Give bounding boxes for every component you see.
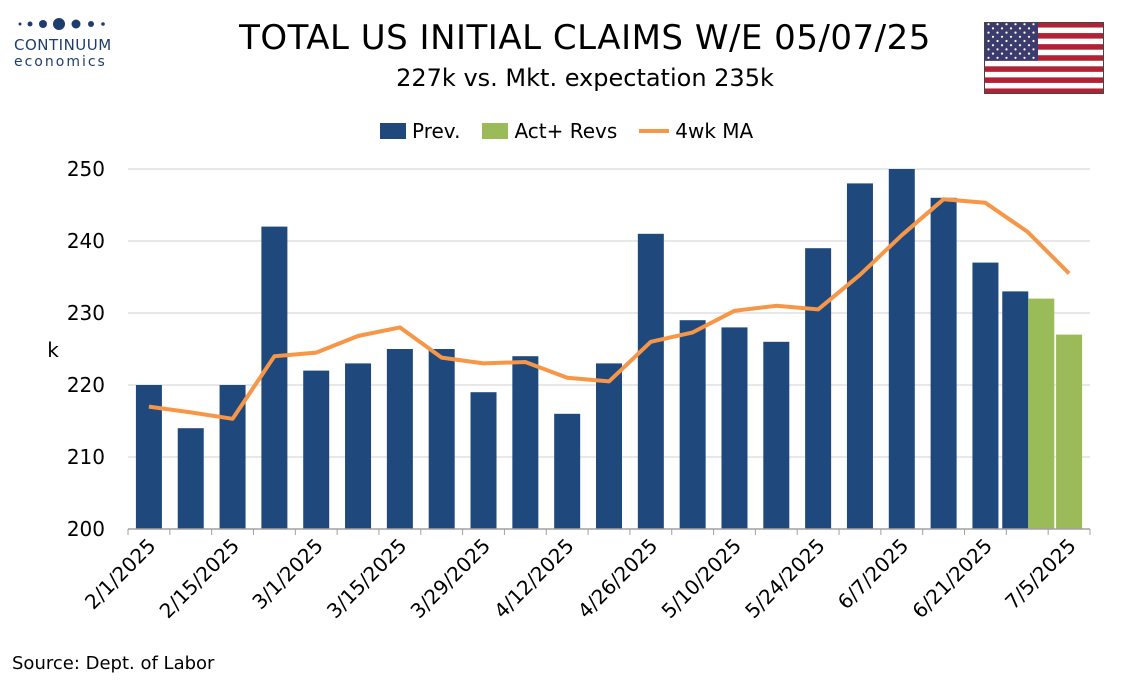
- y-tick-label: 240: [67, 229, 105, 253]
- us-flag-icon: [983, 21, 1105, 95]
- bar-prev: [386, 349, 413, 529]
- x-tick-label: 3/1/2025: [247, 534, 327, 614]
- bar-prev: [177, 428, 204, 529]
- bar-prev: [554, 413, 581, 529]
- x-tick-label: 3/15/2025: [322, 534, 411, 623]
- bar-prev: [512, 356, 539, 529]
- bar-prev: [888, 169, 915, 529]
- x-tick-label: 3/29/2025: [406, 534, 495, 623]
- chart-subtitle: 227k vs. Mkt. expectation 235k: [396, 64, 774, 92]
- y-tick-label: 210: [67, 445, 105, 469]
- x-tick-label: 5/10/2025: [657, 534, 746, 623]
- y-tick-label: 220: [67, 373, 105, 397]
- bar-prev: [637, 233, 664, 530]
- bar-prev: [721, 327, 748, 529]
- bar-prev: [679, 320, 706, 529]
- bar-prev: [428, 349, 455, 529]
- x-tick-label: 2/1/2025: [80, 534, 160, 614]
- x-tick-label: 4/26/2025: [573, 534, 662, 623]
- chart-legend: Prev. Act+ Revs 4wk MA: [380, 118, 775, 144]
- bar-prev: [596, 363, 622, 529]
- x-tick-label: 7/5/2025: [1000, 534, 1080, 614]
- bar-act: [1056, 334, 1083, 529]
- chart-title: TOTAL US INITIAL CLAIMS W/E 05/07/25: [239, 18, 931, 58]
- legend-label-act: Act+ Revs: [514, 119, 618, 143]
- bar-prev: [345, 363, 372, 529]
- x-tick-label: 4/12/2025: [489, 534, 578, 623]
- legend-swatch-prev: [380, 123, 406, 139]
- y-tick-label: 250: [67, 157, 105, 181]
- logo-text-line1: CONTINUUM: [14, 36, 112, 54]
- bar-prev: [763, 341, 790, 529]
- legend-swatch-act: [482, 123, 509, 139]
- logo: CONTINUUM economics: [14, 14, 134, 70]
- logo-dots-icon: [14, 14, 134, 34]
- bar-prev: [930, 197, 957, 530]
- bar-prev: [805, 248, 832, 529]
- bar-prev: [846, 183, 873, 529]
- x-tick-label: 2/15/2025: [155, 534, 244, 623]
- bar-prev: [303, 370, 330, 529]
- ma-line: [148, 197, 1071, 421]
- legend-item-prev: Prev.: [380, 119, 460, 143]
- y-tick-label: 230: [67, 301, 105, 325]
- legend-swatch-ma: [639, 129, 670, 133]
- x-tick-label: 5/24/2025: [740, 534, 829, 623]
- bar-act: [1028, 298, 1055, 529]
- x-tick-label: 6/21/2025: [907, 534, 996, 623]
- legend-item-act: Act+ Revs: [482, 119, 617, 143]
- source-note: Source: Dept. of Labor: [12, 653, 215, 674]
- y-axis-label: k: [47, 338, 59, 362]
- bar-prev: [1002, 291, 1029, 529]
- bar-prev: [261, 226, 288, 529]
- legend-item-ma: 4wk MA: [639, 119, 753, 143]
- logo-text-line2: economics: [14, 54, 107, 70]
- bar-prev: [470, 392, 497, 529]
- x-tick-label: 6/7/2025: [833, 534, 913, 614]
- legend-label-prev: Prev.: [412, 119, 461, 143]
- y-tick-label: 200: [67, 517, 105, 541]
- bar-prev: [972, 262, 999, 529]
- legend-label-ma: 4wk MA: [675, 119, 754, 143]
